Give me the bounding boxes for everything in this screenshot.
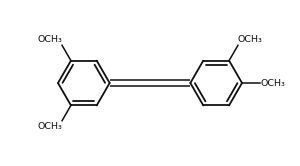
Text: OCH₃: OCH₃ (37, 36, 62, 44)
Text: OCH₃: OCH₃ (261, 79, 285, 87)
Text: OCH₃: OCH₃ (37, 122, 62, 130)
Text: OCH₃: OCH₃ (238, 36, 263, 44)
